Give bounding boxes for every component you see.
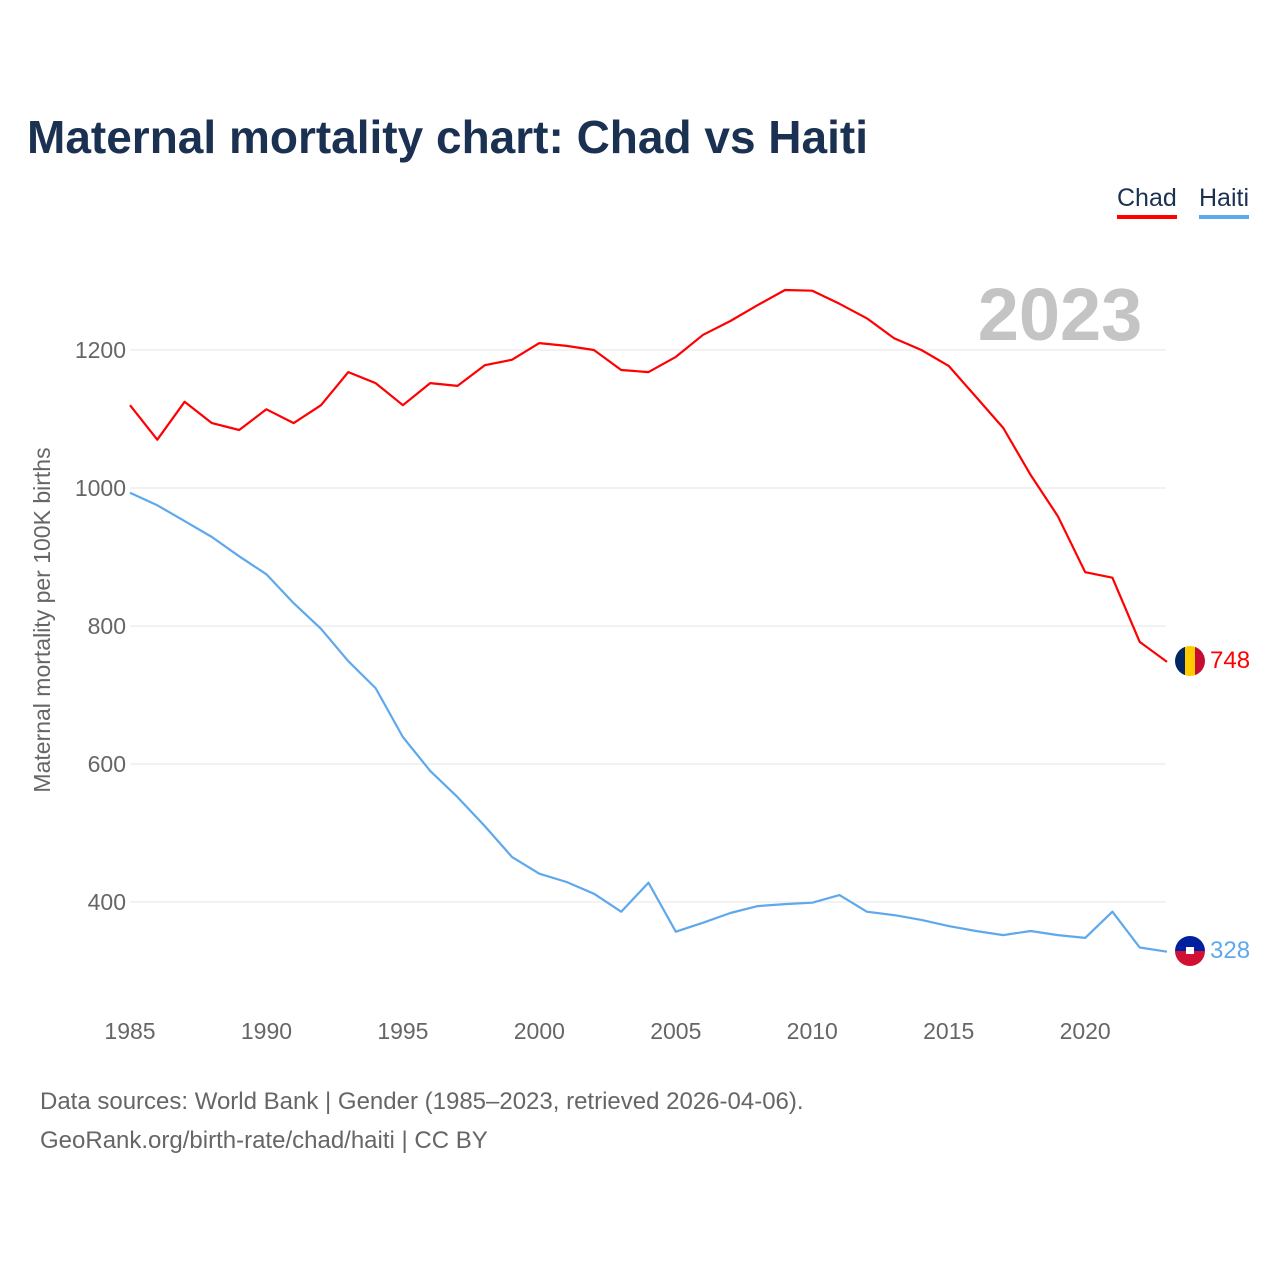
y-tick-label: 800 bbox=[88, 613, 126, 639]
y-tick-label: 1000 bbox=[75, 475, 126, 501]
chad-flag-icon bbox=[1175, 646, 1205, 676]
series-line-chad bbox=[129, 288, 1168, 663]
y-axis-label: Maternal mortality per 100K births bbox=[29, 447, 55, 792]
legend-haiti[interactable]: Haiti bbox=[1199, 184, 1250, 219]
x-tick-label: 1990 bbox=[241, 1018, 292, 1044]
haiti-flag-icon bbox=[1175, 936, 1205, 966]
chart-title: Maternal mortality chart: Chad vs Haiti bbox=[27, 111, 868, 163]
haiti-end-value: 328 bbox=[1210, 937, 1250, 964]
footer-sources: Data sources: World Bank | Gender (1985–… bbox=[40, 1088, 804, 1115]
y-tick-label: 1200 bbox=[75, 337, 126, 363]
x-tick-label: 2020 bbox=[1060, 1018, 1111, 1044]
chad-end-value: 748 bbox=[1210, 647, 1250, 674]
x-tick-label: 1985 bbox=[104, 1018, 155, 1044]
y-tick-label: 600 bbox=[88, 751, 126, 777]
x-tick-label: 2010 bbox=[787, 1018, 838, 1044]
y-tick-label: 400 bbox=[88, 889, 126, 915]
x-tick-label: 2000 bbox=[514, 1018, 565, 1044]
footer-attribution: GeoRank.org/birth-rate/chad/haiti | CC B… bbox=[40, 1127, 488, 1154]
x-tick-label: 1995 bbox=[377, 1018, 428, 1044]
x-tick-label: 2005 bbox=[650, 1018, 701, 1044]
legend-chad[interactable]: Chad bbox=[1117, 184, 1177, 219]
series-line-haiti bbox=[129, 491, 1168, 953]
year-watermark: 2023 bbox=[978, 273, 1143, 356]
x-tick-label: 2015 bbox=[923, 1018, 974, 1044]
